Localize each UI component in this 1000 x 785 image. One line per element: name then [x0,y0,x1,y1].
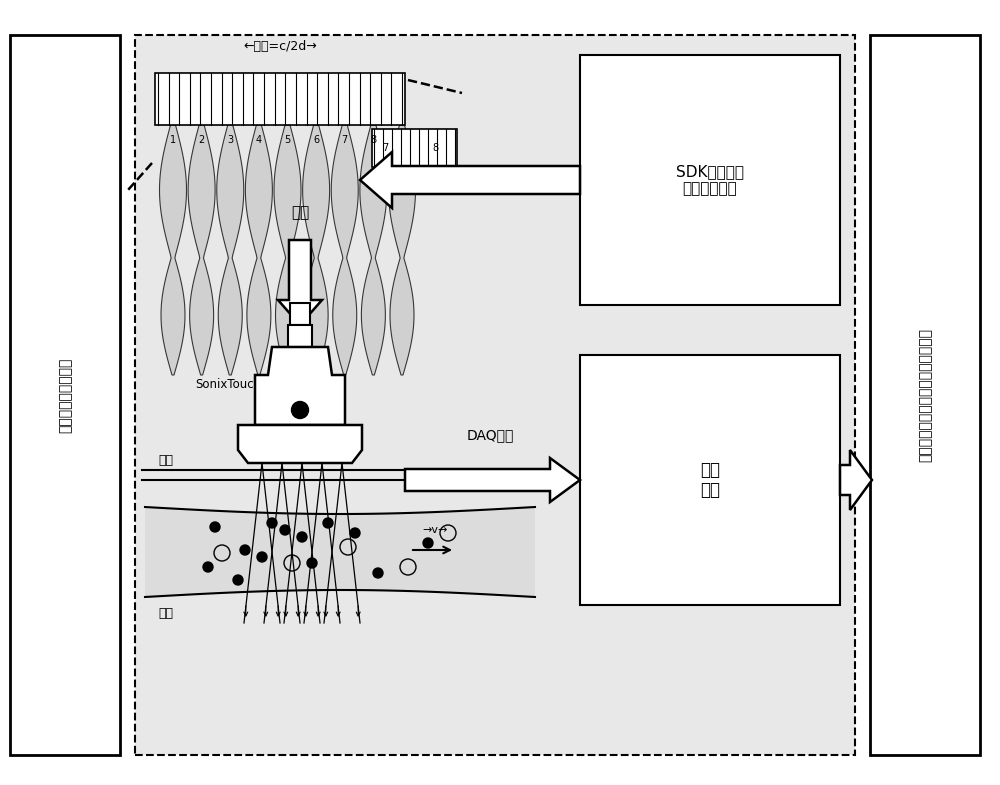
Text: 8: 8 [370,135,376,145]
Bar [372,129,457,167]
Polygon shape [274,125,301,375]
Polygon shape [255,347,345,425]
Circle shape [233,575,243,585]
Polygon shape [245,125,272,375]
Bar [870,35,980,755]
Circle shape [203,562,213,572]
Polygon shape [160,125,186,375]
Circle shape [280,525,290,535]
Text: 5: 5 [284,135,291,145]
Circle shape [210,522,220,532]
Circle shape [350,528,360,538]
Text: 2: 2 [198,135,205,145]
Polygon shape [405,458,580,502]
Bar [155,73,405,125]
Text: 3: 3 [227,135,233,145]
Circle shape [257,552,267,562]
Text: 皮肤: 皮肤 [158,454,173,467]
Text: 波束
合成: 波束 合成 [700,461,720,499]
Polygon shape [217,125,244,375]
Polygon shape [389,125,415,375]
Text: 血管: 血管 [158,607,173,620]
Text: 发射: 发射 [291,205,309,220]
Circle shape [240,545,250,555]
Polygon shape [290,303,310,325]
Text: SonixTouch探头: SonixTouch探头 [195,378,275,392]
Bar [580,55,840,305]
Circle shape [292,401,308,418]
Bar [135,35,855,755]
Bar [580,355,840,605]
Circle shape [423,538,433,548]
Polygon shape [331,125,358,375]
Text: SDK编程控制
探头发射序列: SDK编程控制 探头发射序列 [676,164,744,196]
Polygon shape [188,125,215,375]
Polygon shape [303,125,330,375]
Text: 8: 8 [432,143,438,153]
Polygon shape [840,450,872,510]
Polygon shape [288,325,312,347]
Circle shape [307,558,317,568]
Text: 6: 6 [313,135,319,145]
Polygon shape [360,125,387,375]
Polygon shape [145,507,535,597]
Text: 7: 7 [382,143,388,153]
Polygon shape [278,240,322,325]
Text: 7: 7 [342,135,348,145]
Text: 前端发射与采集模块: 前端发射与采集模块 [58,357,72,433]
Text: ←帧率=c/2d→: ←帧率=c/2d→ [243,41,317,53]
Text: →v→: →v→ [422,525,448,535]
Circle shape [267,518,277,528]
Circle shape [323,518,333,528]
Text: 局部脉搞波波速估计的信号处理模块: 局部脉搞波波速估计的信号处理模块 [918,328,932,462]
Text: 1: 1 [170,135,176,145]
Circle shape [373,568,383,578]
Circle shape [297,532,307,542]
Polygon shape [238,425,362,463]
Bar [10,35,120,755]
Text: DAQ接收: DAQ接收 [466,428,514,442]
Text: 4: 4 [256,135,262,145]
Polygon shape [360,152,580,208]
